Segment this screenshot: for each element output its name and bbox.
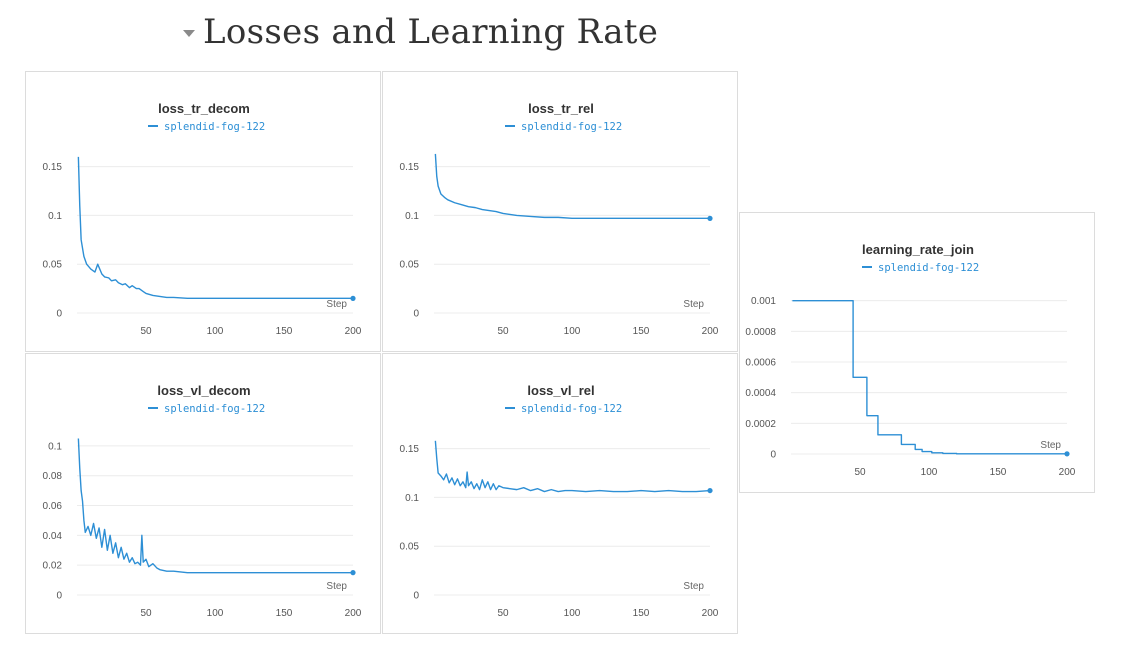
x-tick-label: 50 <box>140 326 152 337</box>
chart-title: loss_vl_decom <box>157 383 250 398</box>
x-tick-label: 150 <box>276 326 293 337</box>
x-tick-label: 150 <box>633 608 650 619</box>
legend-item[interactable]: splendid-fog-122 <box>505 121 622 133</box>
y-tick-label: 0.001 <box>751 296 776 307</box>
x-tick-label: 100 <box>207 608 224 619</box>
x-axis-label: Step <box>326 581 347 592</box>
series-line[interactable] <box>77 156 353 300</box>
legend-item[interactable]: splendid-fog-122 <box>862 262 979 274</box>
chart-svg: loss_tr_decom splendid-fog-122 0 0.05 0.1 0.1… <box>43 101 362 337</box>
legend-item[interactable]: splendid-fog-122 <box>148 121 265 133</box>
x-axis-label: Step <box>683 581 704 592</box>
legend-item[interactable]: splendid-fog-122 <box>148 403 265 415</box>
y-tick-label: 0.15 <box>400 444 420 455</box>
chart-panel-loss-tr-decom[interactable]: loss_tr_decom splendid-fog-122 0 0.05 0.1 0.1… <box>25 71 381 352</box>
y-tick-label: 0.05 <box>400 260 420 271</box>
y-tick-label: 0.0002 <box>745 419 776 430</box>
y-tick-label: 0.15 <box>400 162 420 173</box>
x-tick-label: 100 <box>921 467 938 478</box>
chart-panel-loss-vl-decom[interactable]: loss_vl_decom splendid-fog-122 0 0.02 0.04 0.… <box>25 353 381 634</box>
x-tick-label: 50 <box>140 608 152 619</box>
x-tick-label: 200 <box>345 326 362 337</box>
series-end-point <box>707 487 713 494</box>
x-tick-label: 200 <box>1059 467 1076 478</box>
legend-label: splendid-fog-122 <box>164 121 265 133</box>
y-tick-label: 0 <box>770 450 776 461</box>
y-tick-label: 0.0004 <box>745 388 776 399</box>
x-tick-label: 100 <box>564 326 581 337</box>
legend-label: splendid-fog-122 <box>521 121 622 133</box>
section-title: Losses and Learning Rate <box>203 12 659 52</box>
x-axis-label: Step <box>326 299 347 310</box>
series-line[interactable] <box>434 153 710 220</box>
y-tick-label: 0.1 <box>48 441 62 452</box>
x-tick-label: 100 <box>207 326 224 337</box>
chart-panel-learning-rate-join[interactable]: learning_rate_join splendid-fog-122 0 0.000… <box>739 212 1095 493</box>
chart-panel-loss-vl-rel[interactable]: loss_vl_rel splendid-fog-122 0 0.05 0.1 0.15 5… <box>382 353 738 634</box>
y-tick-label: 0.04 <box>43 531 63 542</box>
y-tick-label: 0.1 <box>405 211 419 222</box>
y-tick-label: 0.1 <box>48 211 62 222</box>
legend-item[interactable]: splendid-fog-122 <box>505 403 622 415</box>
y-tick-label: 0 <box>413 591 419 602</box>
chart-title: loss_tr_rel <box>528 101 594 116</box>
chart-panel-loss-tr-rel[interactable]: loss_tr_rel splendid-fog-122 0 0.05 0.1 0.15 5… <box>382 71 738 352</box>
x-tick-label: 200 <box>702 608 719 619</box>
x-tick-label: 50 <box>854 467 866 478</box>
x-tick-label: 50 <box>497 608 509 619</box>
chart-title: loss_vl_rel <box>527 383 594 398</box>
x-tick-label: 100 <box>564 608 581 619</box>
y-tick-label: 0.1 <box>405 493 419 504</box>
x-tick-label: 200 <box>345 608 362 619</box>
x-tick-label: 150 <box>276 608 293 619</box>
x-tick-label: 150 <box>990 467 1007 478</box>
legend-label: splendid-fog-122 <box>164 403 265 415</box>
chart-title: learning_rate_join <box>862 242 974 257</box>
chart-svg: loss_tr_rel splendid-fog-122 0 0.05 0.1 0.15 5… <box>400 101 719 337</box>
y-tick-label: 0.0006 <box>745 358 776 369</box>
series-end-point <box>707 215 713 221</box>
chart-title: loss_tr_decom <box>158 101 250 116</box>
series-line[interactable] <box>77 438 353 574</box>
y-tick-label: 0.08 <box>43 471 63 482</box>
chart-svg: loss_vl_rel splendid-fog-122 0 0.05 0.1 0.15 5… <box>400 383 719 619</box>
x-axis-label: Step <box>683 299 704 310</box>
series-line[interactable] <box>792 299 1067 455</box>
x-tick-label: 200 <box>702 326 719 337</box>
y-tick-label: 0.15 <box>43 162 63 173</box>
x-tick-label: 50 <box>497 326 509 337</box>
y-tick-label: 0.02 <box>43 561 63 572</box>
y-tick-label: 0.06 <box>43 501 63 512</box>
y-tick-label: 0 <box>56 591 62 602</box>
y-tick-label: 0.0008 <box>745 327 776 338</box>
series-end-point <box>350 570 356 576</box>
x-tick-label: 150 <box>633 326 650 337</box>
y-tick-label: 0.05 <box>43 260 63 271</box>
series-line[interactable] <box>434 440 711 493</box>
series-end-point <box>1064 451 1070 457</box>
legend-label: splendid-fog-122 <box>521 403 622 415</box>
chart-svg: learning_rate_join splendid-fog-122 0 0.000… <box>745 242 1076 478</box>
section-header: Losses and Learning Rate <box>183 12 658 52</box>
legend-label: splendid-fog-122 <box>878 262 979 274</box>
series-end-point <box>350 295 356 301</box>
collapse-caret-icon[interactable] <box>183 29 195 37</box>
x-axis-label: Step <box>1040 440 1061 451</box>
y-tick-label: 0.05 <box>400 542 420 553</box>
y-tick-label: 0 <box>413 309 419 320</box>
y-tick-label: 0 <box>56 309 62 320</box>
chart-svg: loss_vl_decom splendid-fog-122 0 0.02 0.04 0.… <box>43 383 362 619</box>
